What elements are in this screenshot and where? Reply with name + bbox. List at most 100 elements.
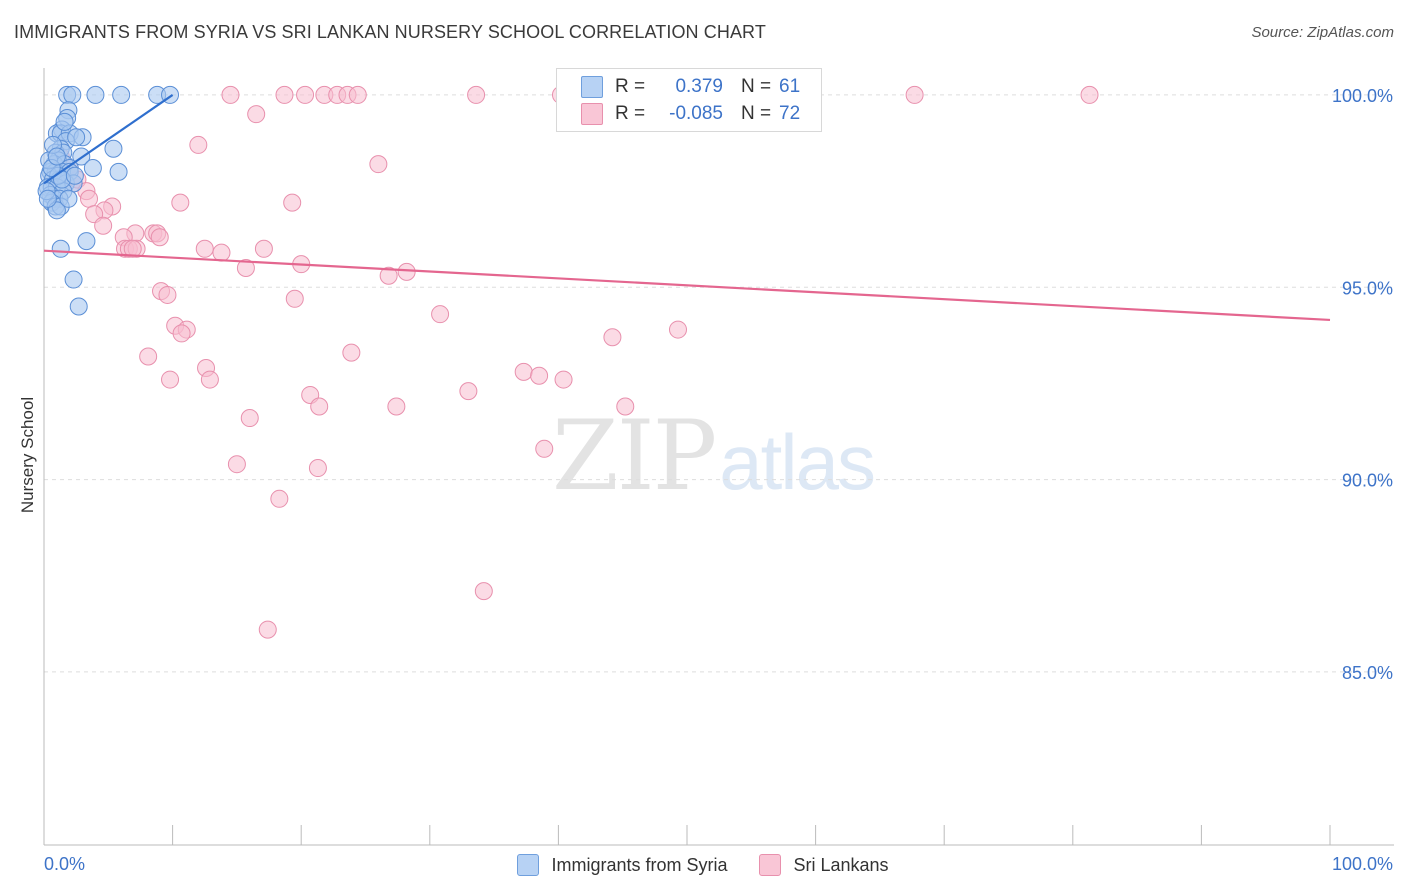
legend-syria-label: Immigrants from Syria xyxy=(551,854,728,875)
srilanka-point xyxy=(1080,85,1099,104)
syria-point xyxy=(109,162,128,181)
srilanka-point xyxy=(195,239,214,258)
n-label: N = xyxy=(741,76,772,97)
n-label: N = xyxy=(741,103,772,124)
syria-point xyxy=(47,147,66,166)
y-tick-label: 95.0% xyxy=(1342,278,1393,298)
source-credit: Source: ZipAtlas.com xyxy=(1251,24,1394,41)
srilanka-point xyxy=(171,193,190,212)
syria-trend-line xyxy=(43,94,174,185)
syria-point xyxy=(104,139,123,158)
r-label: R = xyxy=(615,76,646,97)
srilanka-point xyxy=(459,382,478,401)
srilanka-point xyxy=(94,216,113,235)
srilanka-point xyxy=(530,366,549,385)
srilanka-point xyxy=(212,243,231,262)
srilanka-point xyxy=(369,155,388,174)
syria-point xyxy=(38,189,57,208)
srilanka-point xyxy=(379,266,398,285)
syria-point xyxy=(86,85,105,104)
srilanka-point xyxy=(397,262,416,281)
srilanka-point xyxy=(308,459,327,478)
srilanka-point xyxy=(200,370,219,389)
stats-row-syria: R = 0.379 N = 61 xyxy=(581,74,809,100)
srilanka-point xyxy=(554,370,573,389)
syria-point xyxy=(112,85,131,104)
srilanka-point xyxy=(139,347,158,366)
srilanka-point xyxy=(296,85,315,104)
axes xyxy=(43,68,1394,846)
legend-item-srilanka[interactable]: Sri Lankans xyxy=(759,854,889,876)
srilanka-point xyxy=(258,620,277,639)
syria-point xyxy=(51,239,70,258)
legend-srilanka-label: Sri Lankans xyxy=(793,854,889,875)
y-tick-label: 85.0% xyxy=(1342,663,1393,683)
srilanka-point xyxy=(275,85,294,104)
srilanka-swatch xyxy=(581,103,603,125)
srilanka-point xyxy=(310,397,329,416)
srilanka-point xyxy=(227,455,246,474)
srilanka-r-value: -0.085 xyxy=(669,103,723,124)
srilanka-point xyxy=(348,85,367,104)
srilanka-point xyxy=(161,370,180,389)
syria-point xyxy=(59,189,78,208)
syria-point xyxy=(65,166,84,185)
trend-lines xyxy=(43,94,1331,322)
syria-r-value: 0.379 xyxy=(675,76,723,97)
srilanka-point xyxy=(905,85,924,104)
srilanka-point xyxy=(80,189,99,208)
syria-swatch xyxy=(581,76,603,98)
srilanka-point xyxy=(431,305,450,324)
srilanka-n-value: 72 xyxy=(779,103,801,124)
srilanka-point xyxy=(342,343,361,362)
srilanka-point xyxy=(603,328,622,347)
srilanka-point xyxy=(535,439,554,458)
srilanka-trend-line xyxy=(43,249,1331,322)
srilanka-point xyxy=(387,397,406,416)
legend-item-syria[interactable]: Immigrants from Syria xyxy=(517,854,727,876)
srilanka-point xyxy=(285,289,304,308)
srilanka-point xyxy=(514,362,533,381)
y-tick-label: 100.0% xyxy=(1332,86,1393,106)
syria-point xyxy=(67,128,86,147)
stats-box: R = 0.379 N = 61 R = -0.085 N = 72 xyxy=(556,68,822,132)
srilanka-point xyxy=(158,285,177,304)
x-tick-label: 0.0% xyxy=(44,854,85,874)
gridlines xyxy=(44,94,1394,673)
x-tick-label: 100.0% xyxy=(1332,854,1393,874)
legend: Immigrants from Syria Sri Lankans xyxy=(0,852,1406,878)
syria-n-value: 61 xyxy=(779,76,801,97)
watermark-atlas: atlas xyxy=(719,418,876,506)
srilanka-point xyxy=(616,397,635,416)
chart-title: IMMIGRANTS FROM SYRIA VS SRI LANKAN NURS… xyxy=(14,22,766,42)
syria-point xyxy=(83,159,102,178)
syria-point xyxy=(63,85,82,104)
srilanka-point xyxy=(668,320,687,339)
srilanka-point xyxy=(247,105,266,124)
srilanka-point xyxy=(221,85,240,104)
stats-row-srilanka: R = -0.085 N = 72 xyxy=(581,101,809,127)
syria-points xyxy=(37,85,180,316)
srilanka-point xyxy=(240,409,259,428)
srilanka-point xyxy=(283,193,302,212)
y-tick-label: 90.0% xyxy=(1342,471,1393,491)
srilanka-point xyxy=(467,85,486,104)
syria-point xyxy=(55,112,74,131)
srilanka-point xyxy=(172,324,191,343)
srilanka-point xyxy=(270,489,289,508)
syria-point xyxy=(69,297,88,316)
legend-syria-swatch xyxy=(517,854,540,876)
srilanka-point xyxy=(123,239,142,258)
srilanka-point xyxy=(254,239,273,258)
srilanka-point xyxy=(150,228,169,247)
srilanka-point xyxy=(189,135,208,154)
syria-point xyxy=(64,270,83,289)
srilanka-point xyxy=(236,259,255,278)
srilanka-point xyxy=(474,582,493,601)
srilanka-points xyxy=(51,85,1099,639)
legend-srilanka-swatch xyxy=(759,854,782,876)
syria-point xyxy=(77,232,96,251)
r-label: R = xyxy=(615,103,646,124)
tick-labels: 85.0% 90.0% 95.0% 100.0% 0.0% 100.0% xyxy=(44,86,1393,874)
